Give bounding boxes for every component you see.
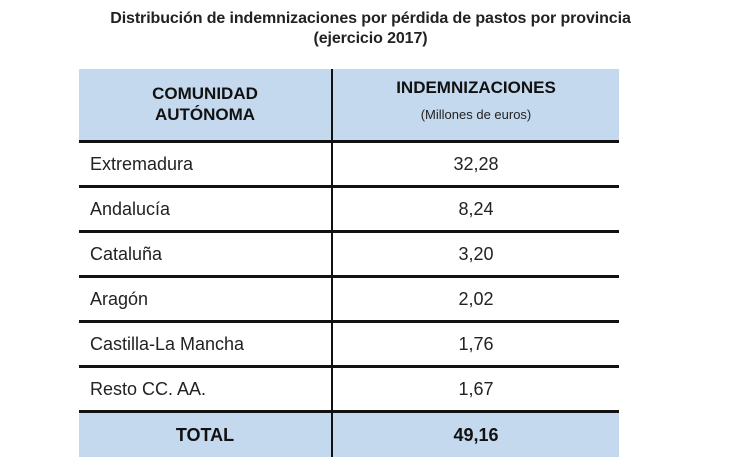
header-indemnizaciones: INDEMNIZACIONES (Millones de euros) [333,69,619,140]
table-header: COMUNIDAD AUTÓNOMA INDEMNIZACIONES (Mill… [79,69,619,143]
table-row: Aragón 2,02 [79,278,619,323]
total-value: 49,16 [453,425,499,445]
header-indemnizaciones-label: INDEMNIZACIONES [396,78,556,97]
row-value: 3,20 [458,244,494,264]
row-value: 1,76 [458,334,494,354]
row-region: Extremadura [79,143,333,185]
header-comunidad-line-2: AUTÓNOMA [154,105,256,124]
title-line-2: (ejercicio 2017) [313,30,428,47]
row-value: 8,24 [458,199,494,219]
row-region: Aragón [79,278,333,320]
row-value: 2,02 [458,289,494,309]
header-comunidad: COMUNIDAD AUTÓNOMA [79,69,333,140]
table-row: Castilla-La Mancha 1,76 [79,323,619,368]
row-region: Resto CC. AA. [79,368,333,410]
title-line-1: Distribución de indemnizaciones por pérd… [110,10,631,27]
table-row: Andalucía 8,24 [79,188,619,233]
table-row: Resto CC. AA. 1,67 [79,368,619,413]
table-row: Cataluña 3,20 [79,233,619,278]
row-value: 32,28 [453,154,499,174]
row-region: Castilla-La Mancha [79,323,333,365]
row-value: 1,67 [458,379,494,399]
header-units: (Millones de euros) [420,107,532,122]
total-row: TOTAL 49,16 [79,413,619,457]
row-region: Cataluña [79,233,333,275]
indemnizaciones-table: COMUNIDAD AUTÓNOMA INDEMNIZACIONES (Mill… [79,69,619,457]
row-region: Andalucía [79,188,333,230]
page-title: Distribución de indemnizaciones por pérd… [0,9,741,49]
header-comunidad-line-1: COMUNIDAD [152,84,258,103]
table-row: Extremadura 32,28 [79,143,619,188]
total-label: TOTAL [79,413,333,457]
